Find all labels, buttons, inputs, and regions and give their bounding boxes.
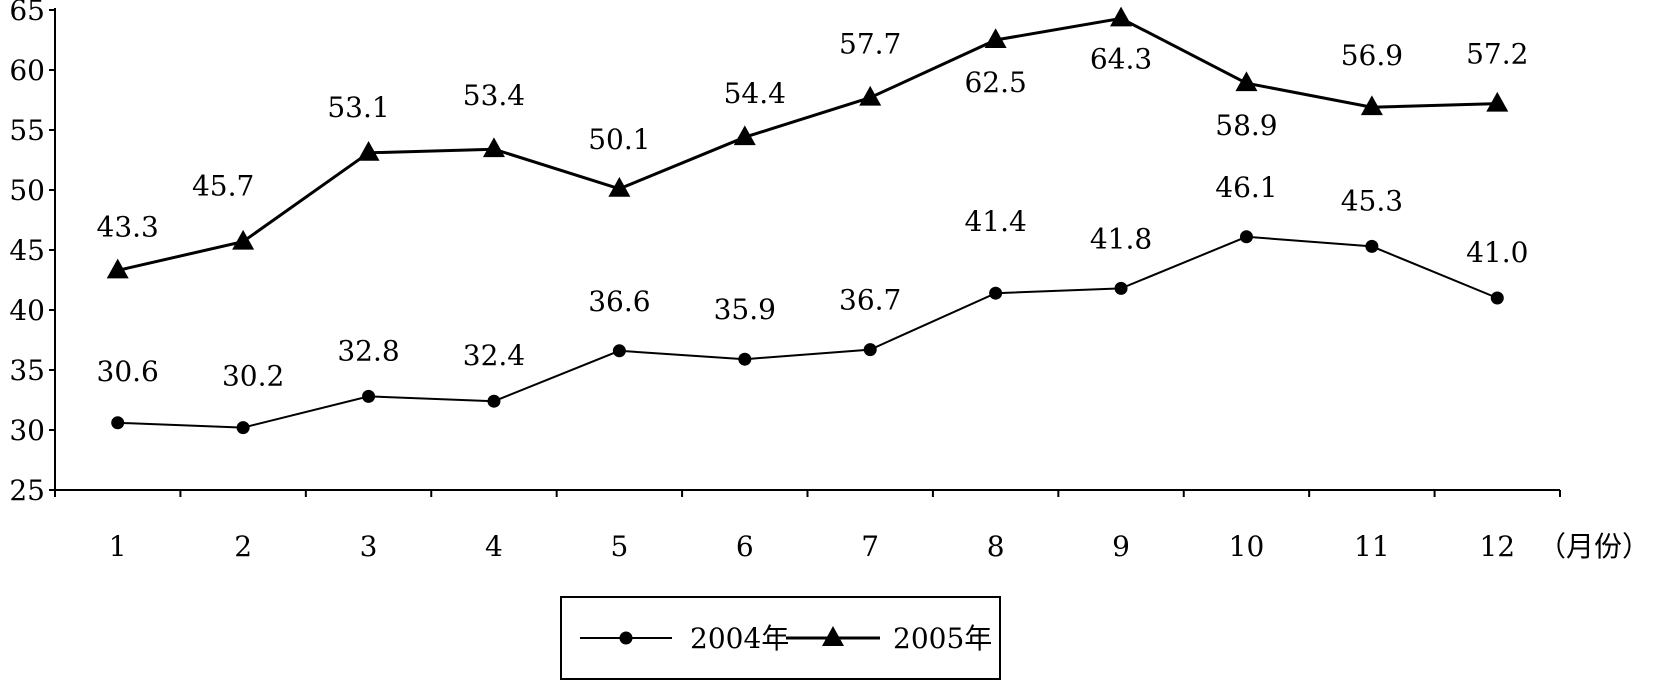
data-label: 32.8 — [337, 334, 399, 367]
series-layer: 30.6 30.2 32.8 32.4 36.6 35.9 36.7 41.4 41.8 46.1… — [97, 6, 1528, 435]
y-tick-label: 35 — [9, 354, 45, 387]
data-label: 57.7 — [839, 28, 901, 61]
data-point — [357, 141, 380, 161]
data-point — [608, 177, 631, 197]
series-2: 43.3 45.7 53.1 53.4 50.1 54.4 57.7 62.5 64.3 58.9… — [97, 6, 1528, 279]
y-tick-label: 65 — [9, 0, 45, 27]
data-label: 56.9 — [1341, 39, 1403, 72]
legend-marker — [619, 631, 633, 645]
data-label: 36.6 — [588, 285, 650, 318]
series-line — [117, 235, 1498, 429]
x-tick-label: 2 — [234, 530, 252, 563]
data-point — [733, 125, 756, 146]
x-tick-label: 4 — [485, 530, 503, 563]
y-tick-label: 60 — [9, 54, 45, 87]
x-tick-label: 7 — [861, 530, 879, 563]
data-point — [1360, 95, 1383, 116]
x-tick-label: 10 — [1229, 530, 1265, 563]
y-tick-label: 45 — [9, 234, 45, 267]
x-tick-label: 6 — [736, 530, 754, 563]
data-label: 45.7 — [192, 170, 254, 203]
data-label: 53.1 — [327, 91, 389, 124]
x-tick-label: 11 — [1354, 530, 1390, 563]
legend-item: 2004年 — [580, 622, 789, 655]
y-tick-label: 40 — [9, 294, 45, 327]
data-label: 36.7 — [839, 284, 901, 317]
x-tick-label: 5 — [610, 530, 628, 563]
data-point — [362, 389, 376, 403]
data-point — [482, 137, 505, 158]
data-label: 32.4 — [463, 339, 525, 372]
y-tick-label: 25 — [9, 474, 45, 507]
legend-marker — [822, 626, 844, 646]
data-point — [1490, 291, 1504, 305]
data-label: 45.3 — [1341, 184, 1403, 217]
x-axis-ticks: 1 2 3 4 5 6 7 8 9 10 11 12 — [54, 490, 1561, 563]
y-tick-label: 55 — [9, 114, 45, 147]
data-label: 30.6 — [97, 355, 159, 388]
x-tick-label: 9 — [1112, 530, 1130, 563]
x-tick-label: 1 — [109, 530, 127, 563]
data-label: 64.3 — [1090, 42, 1152, 75]
y-tick-label: 30 — [9, 414, 45, 447]
x-axis-unit-label: （月份） — [1538, 530, 1650, 563]
series-line — [117, 16, 1498, 272]
legend: 2004年 2005年 — [560, 596, 1001, 680]
data-point — [984, 28, 1007, 48]
data-point — [989, 286, 1003, 300]
data-label: 62.5 — [964, 66, 1026, 99]
x-tick-label: 3 — [360, 530, 378, 563]
data-point — [859, 85, 882, 106]
data-label: 43.3 — [97, 210, 159, 243]
data-point — [612, 344, 626, 358]
data-point — [1235, 71, 1258, 92]
data-point — [863, 343, 877, 357]
data-label: 30.2 — [222, 360, 284, 393]
data-point — [1110, 6, 1133, 27]
legend-label: 2005年 — [893, 622, 992, 655]
data-point — [106, 258, 129, 279]
data-label: 53.4 — [463, 79, 525, 112]
data-point — [111, 416, 125, 430]
data-point — [236, 421, 250, 435]
data-label: 54.4 — [724, 77, 786, 110]
data-label: 35.9 — [714, 293, 776, 326]
data-label: 46.1 — [1215, 171, 1277, 204]
legend-item: 2005年 — [786, 622, 992, 655]
data-point — [487, 394, 501, 408]
series-1: 30.6 30.2 32.8 32.4 36.6 35.9 36.7 41.4 41.8 46.1… — [97, 171, 1528, 435]
data-label: 41.4 — [964, 205, 1026, 238]
data-label: 41.0 — [1466, 236, 1528, 269]
data-point — [1365, 239, 1379, 253]
data-label: 41.8 — [1090, 222, 1152, 255]
data-label: 58.9 — [1215, 109, 1277, 142]
data-point — [232, 229, 255, 250]
y-tick-label: 50 — [9, 174, 45, 207]
data-point — [1239, 230, 1253, 244]
x-tick-label: 8 — [987, 530, 1005, 563]
data-point — [738, 352, 752, 366]
x-tick-label: 12 — [1479, 530, 1515, 563]
legend-box — [560, 596, 1001, 680]
y-axis-ticks: 25 30 35 40 45 50 55 60 65 — [9, 0, 55, 507]
data-point — [1486, 91, 1509, 112]
data-label: 50.1 — [588, 123, 650, 156]
data-label: 57.2 — [1466, 38, 1528, 71]
legend-label: 2004年 — [690, 622, 789, 655]
data-point — [1114, 281, 1128, 295]
